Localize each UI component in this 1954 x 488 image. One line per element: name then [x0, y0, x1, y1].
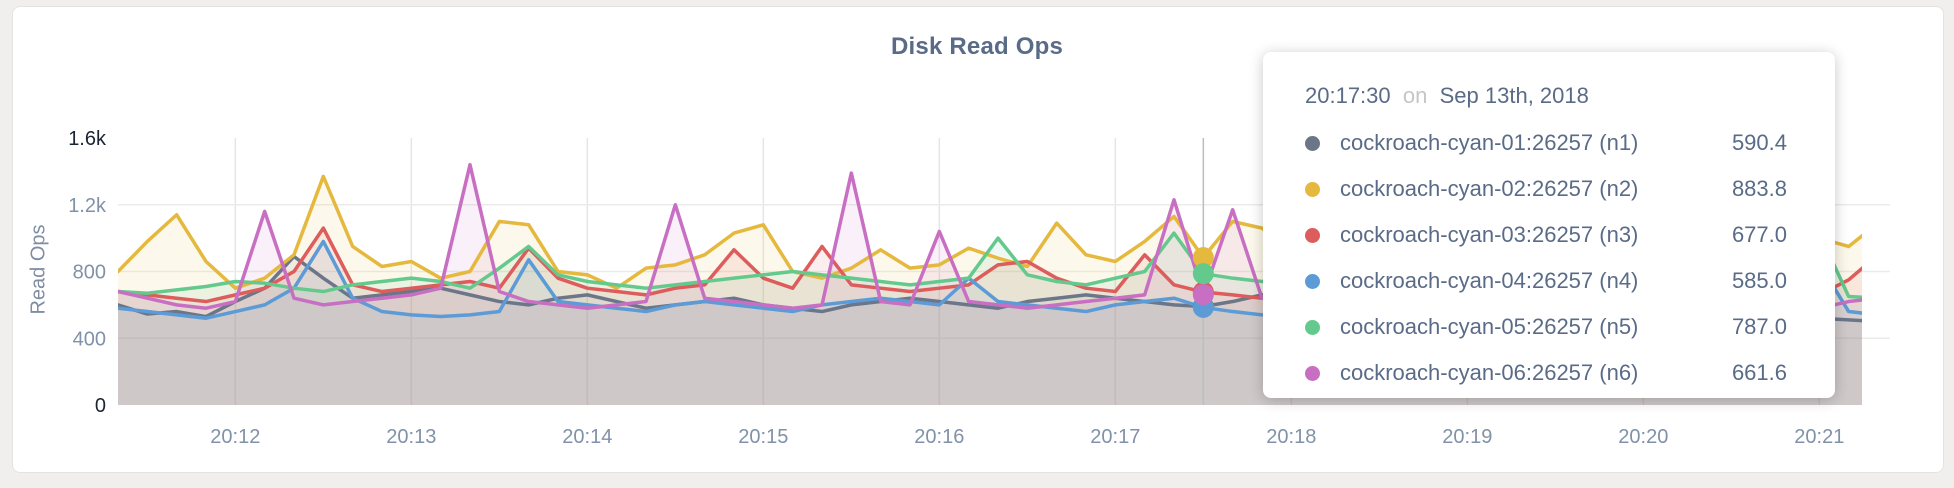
x-tick-label: 20:13 [386, 426, 436, 448]
tooltip-series-label: cockroach-cyan-02:26257 (n2) [1340, 176, 1639, 201]
tooltip-series-label: cockroach-cyan-06:26257 (n6) [1340, 360, 1639, 385]
tooltip-row: cockroach-cyan-05:26257 (n5) 787.0 [1305, 304, 1787, 350]
tooltip-series-value: 590.4 [1731, 130, 1787, 155]
tooltip-time: 20:17:30 [1305, 83, 1391, 108]
x-tick-label: 20:12 [210, 426, 260, 448]
y-tick-label: 1.2k [68, 195, 107, 217]
series-color-dot-n4 [1305, 273, 1320, 289]
x-tick-label: 20:20 [1618, 426, 1668, 448]
tooltip-series-value: 677.0 [1731, 222, 1787, 247]
x-tick-label: 20:17 [1090, 426, 1140, 448]
hover-dot-n2 [1192, 247, 1214, 269]
tooltip-row: cockroach-cyan-02:26257 (n2) 883.8 [1305, 166, 1787, 212]
tooltip-series-value: 585.0 [1731, 268, 1787, 293]
series-color-dot-n2 [1305, 181, 1320, 197]
series-color-dot-n3 [1305, 227, 1320, 243]
series-color-dot-n5 [1305, 319, 1320, 335]
hover-dot-n5 [1192, 263, 1214, 285]
tooltip-date-text: Sep 13th, 2018 [1439, 83, 1589, 108]
y-tick-label: 1.6k [68, 128, 107, 150]
series-color-dot-n6 [1305, 365, 1320, 381]
tooltip-row: cockroach-cyan-06:26257 (n6) 661.6 [1305, 350, 1787, 396]
x-tick-label: 20:19 [1442, 426, 1492, 448]
x-tick-label: 20:21 [1794, 426, 1844, 448]
tooltip-row: cockroach-cyan-01:26257 (n1) 590.4 [1305, 120, 1787, 166]
tooltip-series-value: 787.0 [1731, 314, 1787, 339]
tooltip-series-label: cockroach-cyan-03:26257 (n3) [1340, 222, 1639, 247]
y-tick-label: 400 [73, 328, 106, 350]
x-tick-label: 20:15 [738, 426, 788, 448]
tooltip-series-label: cockroach-cyan-04:26257 (n4) [1340, 268, 1639, 293]
tooltip-series-value: 883.8 [1731, 176, 1787, 201]
tooltip-row: cockroach-cyan-04:26257 (n4) 585.0 [1305, 258, 1787, 304]
chart-title: Disk Read Ops [891, 33, 1063, 60]
x-tick-label: 20:14 [562, 426, 612, 448]
series-color-dot-n1 [1305, 135, 1320, 151]
y-tick-label: 0 [95, 395, 106, 417]
hover-tooltip: 20:17:30 on Sep 13th, 2018 cockroach-cya… [1263, 52, 1835, 398]
tooltip-row: cockroach-cyan-03:26257 (n3) 677.0 [1305, 212, 1787, 258]
tooltip-series-value: 661.6 [1731, 360, 1787, 385]
tooltip-header: 20:17:30 on Sep 13th, 2018 [1305, 83, 1589, 108]
tooltip-series-label: cockroach-cyan-01:26257 (n1) [1340, 130, 1639, 155]
x-tick-label: 20:16 [914, 426, 964, 448]
tooltip-series-label: cockroach-cyan-05:26257 (n5) [1340, 314, 1639, 339]
x-tick-label: 20:18 [1266, 426, 1316, 448]
y-tick-label: 800 [73, 262, 106, 284]
hover-dot-n6 [1192, 284, 1214, 306]
